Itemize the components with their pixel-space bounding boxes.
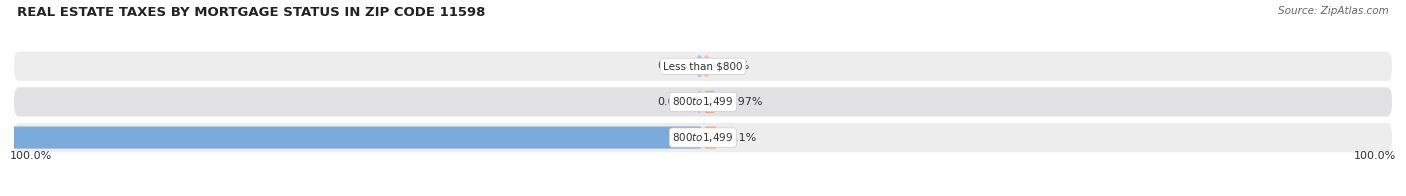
Text: 100.0%: 100.0% (1354, 151, 1396, 161)
Text: 0.0%: 0.0% (657, 97, 685, 107)
Text: 0.0%: 0.0% (657, 61, 685, 71)
FancyBboxPatch shape (0, 126, 703, 149)
FancyBboxPatch shape (14, 52, 1392, 81)
FancyBboxPatch shape (703, 126, 718, 149)
Text: 100.0%: 100.0% (10, 151, 52, 161)
FancyBboxPatch shape (703, 55, 710, 77)
Text: $800 to $1,499: $800 to $1,499 (672, 131, 734, 144)
FancyBboxPatch shape (696, 91, 703, 113)
Text: Less than $800: Less than $800 (664, 61, 742, 71)
FancyBboxPatch shape (696, 55, 703, 77)
Text: Source: ZipAtlas.com: Source: ZipAtlas.com (1278, 6, 1389, 16)
Text: REAL ESTATE TAXES BY MORTGAGE STATUS IN ZIP CODE 11598: REAL ESTATE TAXES BY MORTGAGE STATUS IN … (17, 6, 485, 19)
FancyBboxPatch shape (14, 87, 1392, 117)
FancyBboxPatch shape (14, 123, 1392, 152)
Text: 0.97%: 0.97% (727, 97, 763, 107)
Text: 0.0%: 0.0% (721, 61, 749, 71)
Text: $800 to $1,499: $800 to $1,499 (672, 95, 734, 108)
FancyBboxPatch shape (703, 91, 717, 113)
Text: 1.1%: 1.1% (730, 132, 758, 142)
